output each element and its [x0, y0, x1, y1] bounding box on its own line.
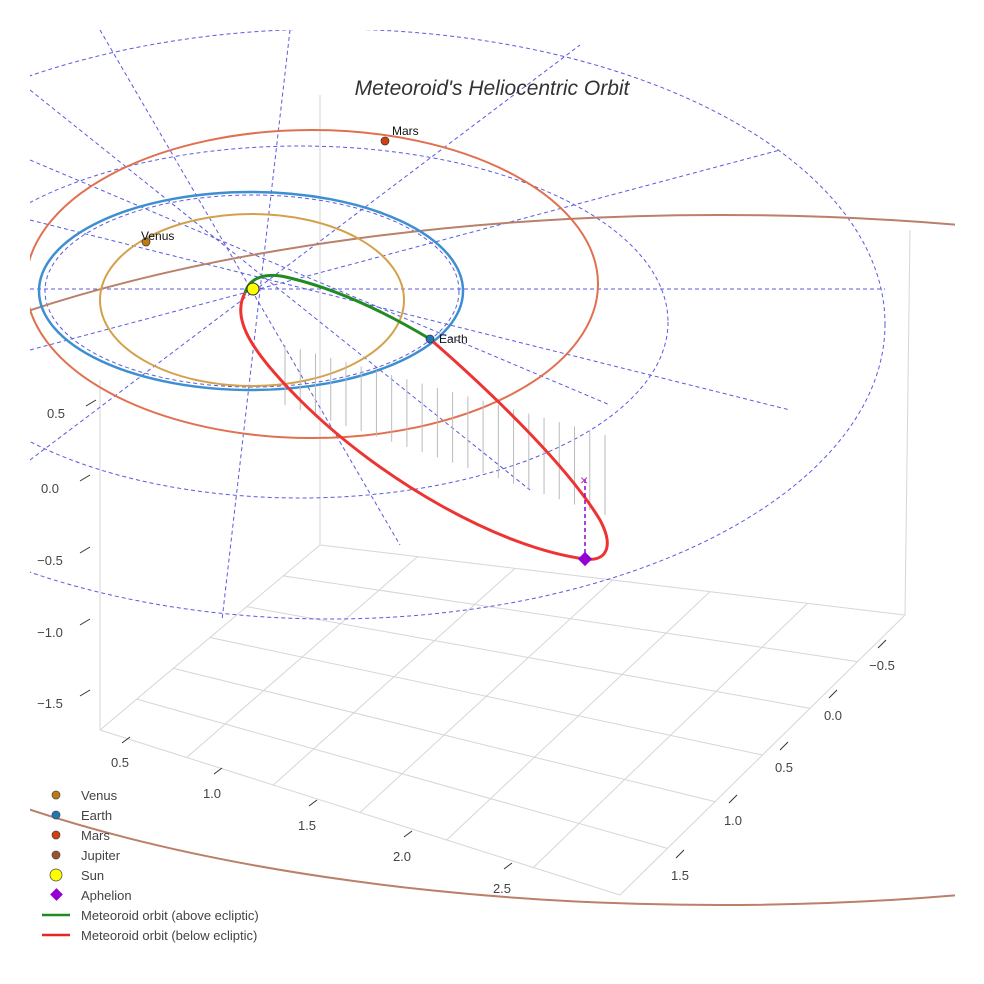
z-tick-label-mark [79, 618, 91, 626]
venus-marker[interactable] [141, 237, 151, 247]
earth-label: Earth [439, 332, 468, 346]
venus-orbit [99, 213, 405, 387]
legend-item-label[interactable]: Meteoroid orbit (below ecliptic) [81, 928, 257, 943]
projection-lines [284, 345, 606, 515]
legend-symbol-2 [51, 830, 61, 840]
legend-item-label[interactable]: Aphelion [81, 888, 132, 903]
x-tick-label-mark [503, 862, 513, 870]
z-tick-label: −1.0 [37, 625, 63, 640]
y-tick-label-mark [779, 741, 789, 751]
x-tick-label: 0.5 [111, 755, 129, 770]
z-tick-label: 0.0 [41, 481, 59, 496]
y-tick-label-mark [675, 849, 685, 859]
legend-item-label[interactable]: Venus [81, 788, 118, 803]
grid-spoke [30, 219, 791, 411]
grid-line [904, 229, 911, 616]
sun-marker[interactable] [246, 282, 260, 296]
legend-item-label[interactable]: Sun [81, 868, 104, 883]
y-tick-label: 1.5 [671, 868, 689, 883]
legend-item-label[interactable]: Jupiter [81, 848, 121, 863]
z-tick-label: 0.5 [47, 406, 65, 421]
z-tick-label-mark [79, 689, 91, 697]
meteoroid-orbit-below [239, 292, 609, 561]
y-tick-label: 0.0 [824, 708, 842, 723]
y-tick-label-mark [828, 689, 838, 699]
x-tick-label-mark [308, 799, 318, 807]
legend-item-label[interactable]: Mars [81, 828, 110, 843]
meteoroid-orbit-above [243, 273, 431, 341]
legend: Venus Earth Mars Jupiter Sun Aphelion Meteoroi… [42, 788, 259, 943]
grid-ring-outer [30, 30, 886, 620]
jupiter-orbit [30, 214, 955, 906]
legend-symbol-1 [51, 810, 61, 820]
legend-symbol-0 [51, 790, 61, 800]
grid-line [246, 606, 811, 709]
mars-orbit [30, 129, 599, 439]
grid-spoke [30, 44, 581, 461]
x-tick-label-mark [121, 736, 131, 744]
scene-grid [99, 95, 911, 896]
legend-item-label[interactable]: Earth [81, 808, 112, 823]
axis-ticks: 0.5 0.0 −0.5 −1.0 −1.5 0.5 1.0 1.5 2.0 2.5 −0.5 0.0… [37, 399, 895, 896]
x-tick-label: 1.0 [203, 786, 221, 801]
y-tick-label: −0.5 [869, 658, 895, 673]
y-tick-label: 1.0 [724, 813, 742, 828]
legend-item-label[interactable]: Meteoroid orbit (above ecliptic) [81, 908, 259, 923]
z-tick-label: −1.5 [37, 696, 63, 711]
grid-line [283, 575, 858, 663]
y-tick-label-mark [877, 639, 887, 649]
grid-spoke [221, 30, 291, 621]
chart-title: Meteoroid's Heliocentric Orbit [355, 77, 631, 100]
legend-symbol-3 [51, 850, 61, 860]
legend-symbol-4 [49, 868, 63, 882]
z-tick-label-mark [79, 474, 91, 482]
grid-line [446, 591, 711, 841]
x-tick-label: 2.0 [393, 849, 411, 864]
grid-spoke [30, 149, 781, 351]
earth-orbit [37, 190, 465, 392]
x-tick-label-mark [213, 767, 223, 775]
aphelion-projection-marker: × [580, 472, 588, 488]
y-tick-label: 0.5 [775, 760, 793, 775]
venus-label: Venus [141, 229, 174, 243]
y-tick-label-mark [728, 794, 738, 804]
grid-line [532, 602, 808, 868]
z-tick-label-mark [79, 546, 91, 554]
mars-label: Mars [392, 124, 419, 138]
z-tick-label-mark [85, 399, 97, 407]
legend-symbol-5 [50, 888, 63, 901]
grid-line [359, 579, 613, 813]
grid-spoke [99, 30, 401, 546]
mars-marker[interactable] [380, 136, 390, 146]
grid-ring-mid [30, 145, 669, 499]
z-tick-label: −0.5 [37, 553, 63, 568]
earth-marker[interactable] [425, 334, 435, 344]
grid-spoke [30, 89, 531, 491]
x-tick-label: 2.5 [493, 881, 511, 896]
x-tick-label: 1.5 [298, 818, 316, 833]
x-tick-label-mark [403, 830, 413, 838]
aphelion-marker[interactable] [577, 551, 593, 567]
ecliptic-grid [30, 30, 886, 621]
